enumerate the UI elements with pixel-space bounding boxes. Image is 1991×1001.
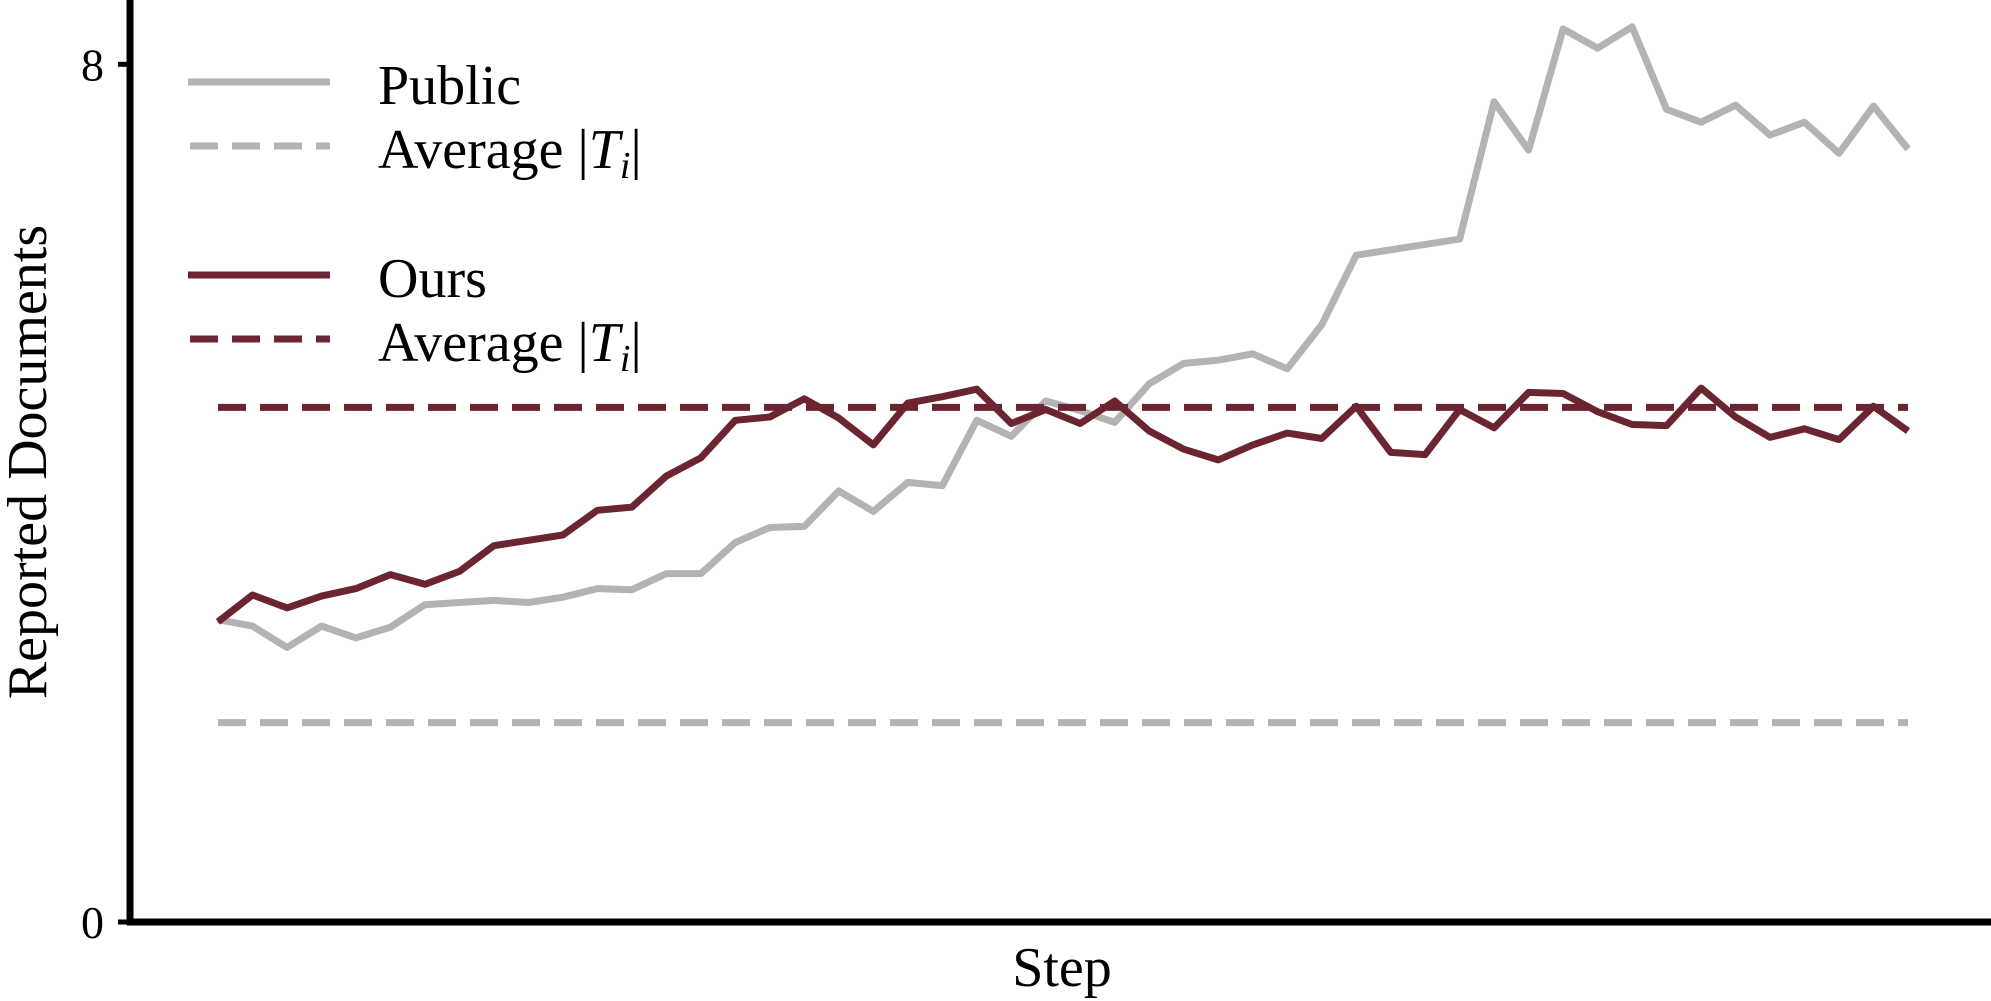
legend: Public Average |Ti| Ours Average |Ti| xyxy=(188,55,642,380)
y-tick-label: 0 xyxy=(81,897,104,948)
legend-public-average-sub: i xyxy=(620,145,631,187)
legend-ours-average-var: T xyxy=(589,312,624,374)
legend-ours-average-main: Average | xyxy=(378,312,589,374)
y-axis-label: Reported Documents xyxy=(0,225,59,699)
y-tick-layer: 08 xyxy=(81,39,130,948)
legend-ours-average-tail: | xyxy=(630,312,641,374)
y-tick-label: 8 xyxy=(81,39,104,90)
series-line-2 xyxy=(215,384,1911,625)
legend-public-average-var: T xyxy=(589,119,624,181)
legend-ours-average-sub: i xyxy=(620,338,631,380)
legend-label-ours-average: Average |Ti| xyxy=(378,312,642,380)
series-layer xyxy=(215,23,1911,727)
legend-label-ours: Ours xyxy=(378,248,487,310)
legend-label-public-average: Average |Ti| xyxy=(378,119,642,187)
legend-label-public: Public xyxy=(378,55,521,117)
x-axis-label: Step xyxy=(1012,937,1112,999)
legend-public-average-tail: | xyxy=(630,119,641,181)
legend-public-average-main: Average | xyxy=(378,119,589,181)
